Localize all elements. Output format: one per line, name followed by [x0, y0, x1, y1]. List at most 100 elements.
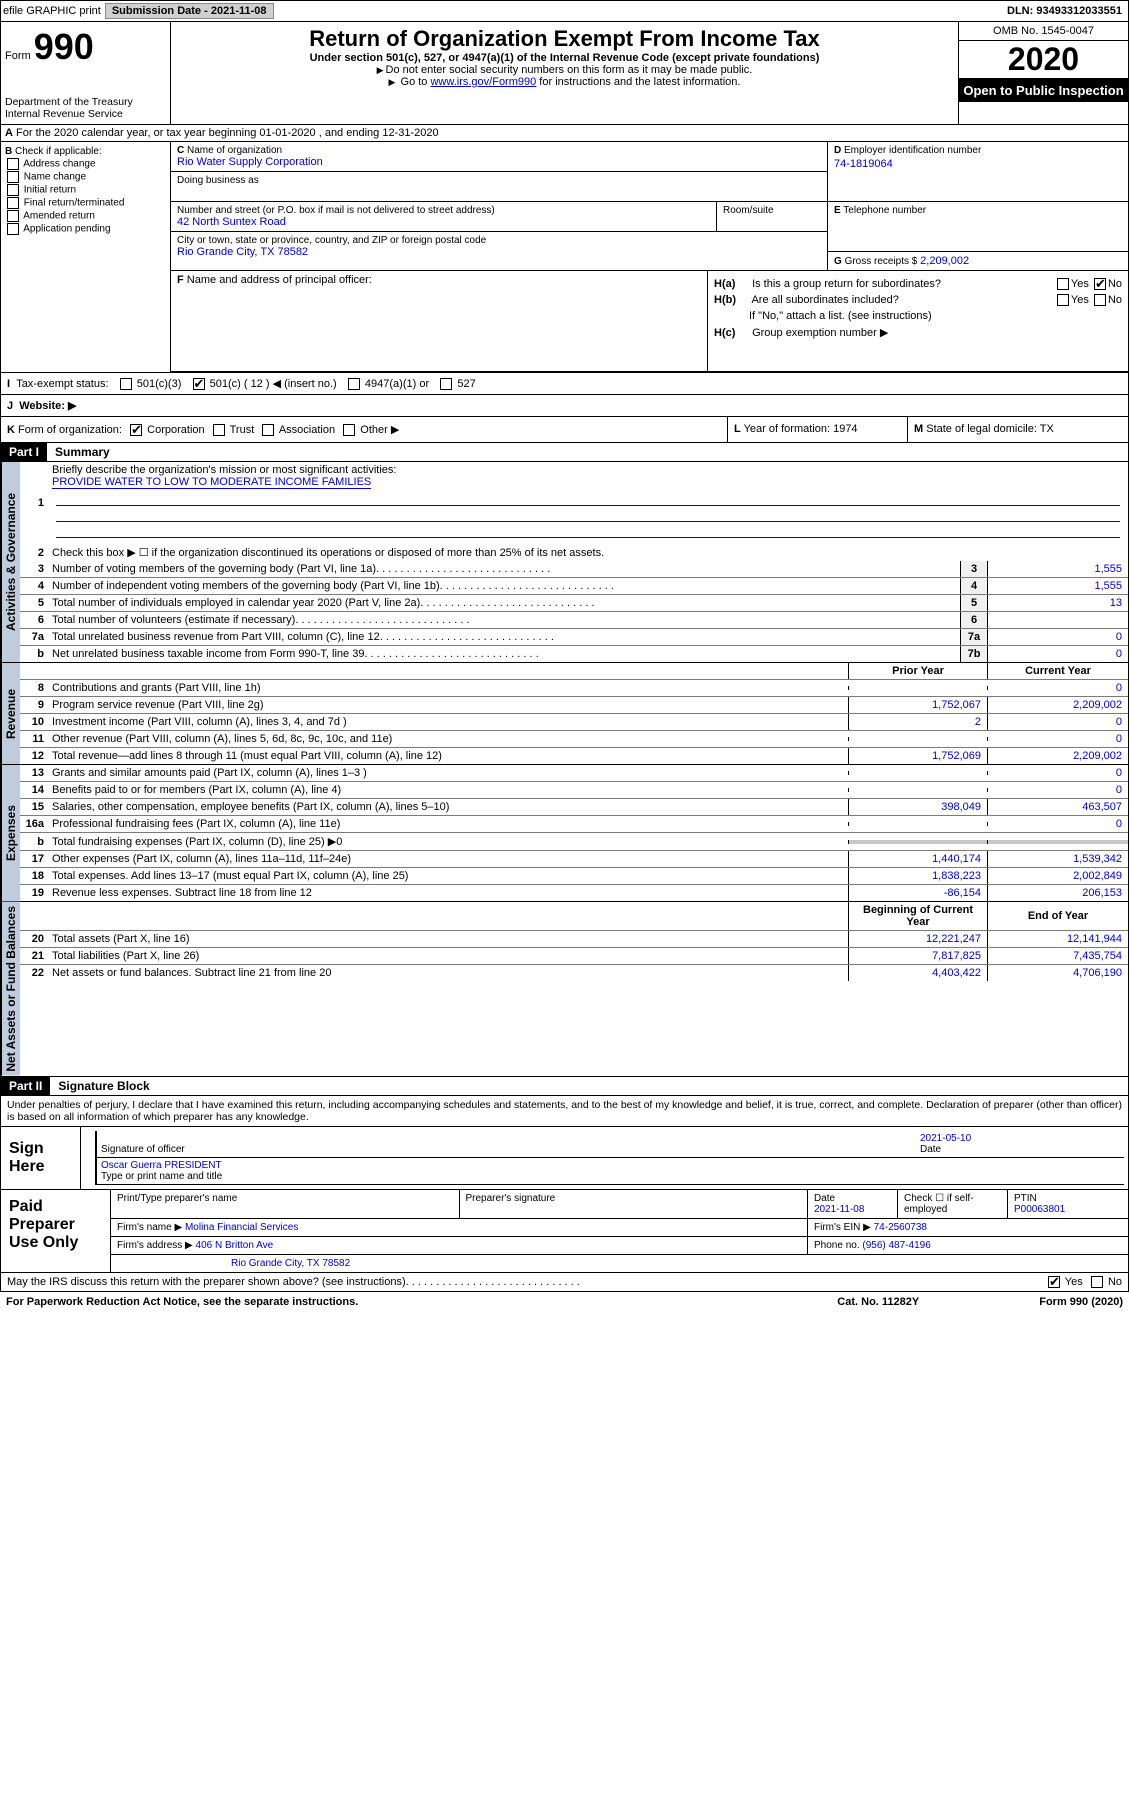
vert-governance: Activities & Governance: [1, 462, 20, 662]
cb-other[interactable]: [343, 424, 355, 436]
tax-year: 2020: [959, 41, 1128, 79]
form-of-org: K Form of organization: Corporation Trus…: [1, 417, 728, 442]
summary-line: 3Number of voting members of the governi…: [20, 561, 1128, 578]
state-domicile: M State of legal domicile: TX: [908, 417, 1128, 442]
page-footer: For Paperwork Reduction Act Notice, see …: [0, 1292, 1129, 1312]
city-state-zip: Rio Grande City, TX 78582: [177, 246, 308, 258]
sign-block: Sign Here Signature of officer 2021-05-1…: [0, 1127, 1129, 1190]
preparer-label: Paid Preparer Use Only: [1, 1190, 111, 1272]
part1-header: Part I Summary: [0, 443, 1129, 462]
block-governance: Activities & Governance 1 Briefly descri…: [0, 462, 1129, 663]
irs-discuss-row: May the IRS discuss this return with the…: [0, 1273, 1129, 1292]
mission: PROVIDE WATER TO LOW TO MODERATE INCOME …: [52, 476, 371, 489]
header-right: OMB No. 1545-0047 2020 Open to Public In…: [958, 22, 1128, 124]
dln: DLN: 93493312033551: [1007, 5, 1126, 17]
summary-line: 10Investment income (Part VIII, column (…: [20, 714, 1128, 731]
hb-yes[interactable]: [1057, 294, 1069, 306]
submission-date-button[interactable]: Submission Date - 2021-11-08: [105, 3, 274, 19]
summary-line: 4Number of independent voting members of…: [20, 578, 1128, 595]
summary-line: 13Grants and similar amounts paid (Part …: [20, 765, 1128, 782]
row-a: A For the 2020 calendar year, or tax yea…: [0, 125, 1129, 142]
note-ssn: Do not enter social security numbers on …: [175, 64, 954, 76]
gross-receipts: 2,209,002: [920, 253, 969, 267]
header-left: Form 990 Department of the Treasury Inte…: [1, 22, 171, 124]
summary-line: 21Total liabilities (Part X, line 26)7,8…: [20, 948, 1128, 965]
topbar: efile GRAPHIC print Submission Date - 20…: [0, 0, 1129, 22]
summary-line: 20Total assets (Part X, line 16)12,221,2…: [20, 931, 1128, 948]
website: J Website: ▶: [1, 395, 1128, 416]
efile-label: efile GRAPHIC print: [3, 5, 101, 17]
discuss-no[interactable]: [1091, 1276, 1103, 1288]
cb-name-change[interactable]: Name change: [5, 171, 166, 183]
summary-line: 8Contributions and grants (Part VIII, li…: [20, 680, 1128, 697]
summary-line: 11Other revenue (Part VIII, column (A), …: [20, 731, 1128, 748]
summary-line: 6Total number of volunteers (estimate if…: [20, 612, 1128, 629]
hb-no[interactable]: [1094, 294, 1106, 306]
cb-527[interactable]: [440, 378, 452, 390]
cb-final-return[interactable]: Final return/terminated: [5, 197, 166, 209]
ein: 74-1819064: [834, 156, 1122, 170]
ha-yes[interactable]: [1057, 278, 1069, 290]
form-number: 990: [34, 26, 94, 67]
irs-link[interactable]: www.irs.gov/Form990: [430, 76, 536, 88]
block-expenses: Expenses 13Grants and similar amounts pa…: [0, 765, 1129, 902]
cell-f: F Name and address of principal officer:: [171, 271, 708, 371]
firm-name: Molina Financial Services: [185, 1222, 298, 1233]
block-revenue: Revenue Prior Year Current Year 8Contrib…: [0, 663, 1129, 765]
header-center: Return of Organization Exempt From Incom…: [171, 22, 958, 124]
col-cd: C Name of organization Rio Water Supply …: [171, 142, 1128, 372]
tax-exempt-status: I Tax-exempt status: 501(c)(3) 501(c) ( …: [1, 373, 1128, 395]
discuss-yes[interactable]: [1048, 1276, 1060, 1288]
summary-line: 9Program service revenue (Part VIII, lin…: [20, 697, 1128, 714]
cb-address-change[interactable]: Address change: [5, 158, 166, 170]
part2-header: Part II Signature Block: [0, 1077, 1129, 1096]
form-header: Form 990 Department of the Treasury Inte…: [0, 22, 1129, 125]
row-ij: I Tax-exempt status: 501(c)(3) 501(c) ( …: [0, 373, 1129, 417]
summary-line: 14Benefits paid to or for members (Part …: [20, 782, 1128, 799]
telephone: [834, 216, 1122, 218]
summary-line: 19Revenue less expenses. Subtract line 1…: [20, 885, 1128, 901]
row-klm: K Form of organization: Corporation Trus…: [0, 417, 1129, 443]
label-a: A: [5, 127, 13, 139]
block-netassets: Net Assets or Fund Balances Beginning of…: [0, 902, 1129, 1077]
summary-line: 22Net assets or fund balances. Subtract …: [20, 965, 1128, 981]
cell-d: D Employer identification number 74-1819…: [828, 142, 1128, 270]
org-name: Rio Water Supply Corporation: [177, 156, 323, 168]
cb-4947[interactable]: [348, 378, 360, 390]
summary-line: 18Total expenses. Add lines 13–17 (must …: [20, 868, 1128, 885]
cb-amended[interactable]: Amended return: [5, 210, 166, 222]
cb-initial-return[interactable]: Initial return: [5, 184, 166, 196]
cb-corp[interactable]: [130, 424, 142, 436]
perjury-statement: Under penalties of perjury, I declare th…: [0, 1096, 1129, 1127]
cb-app-pending[interactable]: Application pending: [5, 223, 166, 235]
preparer-block: Paid Preparer Use Only Print/Type prepar…: [0, 1190, 1129, 1273]
cb-501c3[interactable]: [120, 378, 132, 390]
summary-line: 12Total revenue—add lines 8 through 11 (…: [20, 748, 1128, 764]
officer-name: Oscar Guerra PRESIDENT: [101, 1160, 222, 1171]
room-suite: Room/suite: [717, 202, 827, 231]
cb-assoc[interactable]: [262, 424, 274, 436]
summary-line: 16aProfessional fundraising fees (Part I…: [20, 816, 1128, 833]
summary-line: bNet unrelated business taxable income f…: [20, 646, 1128, 662]
form-subtitle: Under section 501(c), 527, or 4947(a)(1)…: [175, 52, 954, 64]
summary-line: 15Salaries, other compensation, employee…: [20, 799, 1128, 816]
cell-h: H(a) Is this a group return for subordin…: [708, 271, 1128, 371]
form-title: Return of Organization Exempt From Incom…: [175, 26, 954, 52]
omb-number: OMB No. 1545-0047: [959, 22, 1128, 41]
cb-501c[interactable]: [193, 378, 205, 390]
note-link: Go to www.irs.gov/Form990 for instructio…: [175, 76, 954, 88]
cell-c: C Name of organization Rio Water Supply …: [171, 142, 828, 270]
summary-line: 5Total number of individuals employed in…: [20, 595, 1128, 612]
section-bcd: B Check if applicable: Address change Na…: [0, 142, 1129, 373]
vert-net: Net Assets or Fund Balances: [1, 902, 20, 1076]
vert-revenue: Revenue: [1, 663, 20, 764]
form-label: Form: [5, 50, 31, 62]
year-formation: L Year of formation: 1974: [728, 417, 908, 442]
summary-line: 17Other expenses (Part IX, column (A), l…: [20, 851, 1128, 868]
summary-line: 7aTotal unrelated business revenue from …: [20, 629, 1128, 646]
ha-no[interactable]: [1094, 278, 1106, 290]
sign-here-label: Sign Here: [1, 1127, 81, 1189]
summary-line: bTotal fundraising expenses (Part IX, co…: [20, 833, 1128, 851]
cb-trust[interactable]: [213, 424, 225, 436]
inspection-badge: Open to Public Inspection: [959, 79, 1128, 102]
